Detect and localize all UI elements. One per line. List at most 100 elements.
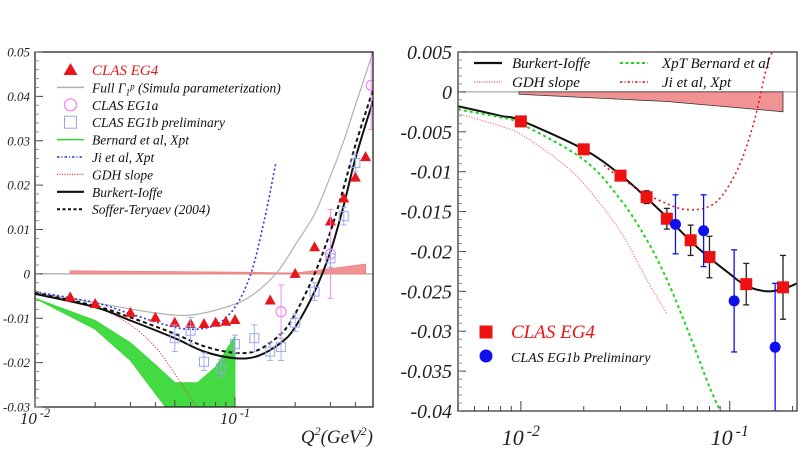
data-point-clas-eg4 — [360, 151, 372, 162]
data-point-clas-eg4 — [514, 115, 527, 128]
y-tick-label: 0.05 — [7, 45, 30, 60]
open-square-marker — [350, 157, 361, 168]
x-tick-base: 10 — [20, 409, 38, 428]
open-square-marker — [169, 333, 180, 344]
data-point-clas-eg4 — [149, 311, 161, 322]
data-point-clas-eg1b-preliminary — [290, 313, 301, 333]
triangle-marker — [149, 311, 161, 322]
data-point-clas-eg1b-preliminary — [229, 334, 240, 354]
data-point-clas-eg1b-preliminary — [350, 153, 361, 173]
curve-ji-et-al-xpt — [35, 162, 277, 331]
open-circle-marker — [275, 306, 287, 318]
y-tick-label: -0.025 — [400, 281, 452, 303]
data-point-clas-eg1b-preliminary — [728, 249, 740, 353]
data-point-clas-eg1a — [365, 52, 373, 131]
data-point-clas-eg1b-preliminary — [769, 282, 781, 411]
legend-label: XpT Bernard et al — [661, 56, 770, 72]
legend-label: Soffer-Teryaev (2004) — [92, 202, 211, 217]
legend-label-part: (Simula parameterization) — [135, 80, 282, 95]
legend-label: CLAS EG4 — [92, 63, 159, 79]
y-tick-label: 0.02 — [7, 178, 30, 193]
legend-sample-marker-square — [479, 325, 493, 339]
data-point-clas-eg4 — [309, 241, 321, 252]
left-chart: 0.050.040.030.020.010-0.01-0.02-0.03 10-… — [3, 45, 374, 448]
data-point-clas-eg4 — [703, 235, 716, 279]
open-square-marker — [265, 346, 276, 357]
data-point-clas-eg4 — [349, 171, 361, 182]
data-point-clas-eg1b-preliminary — [215, 359, 226, 378]
triangle-marker — [264, 294, 276, 305]
data-point-clas-eg4 — [229, 314, 241, 325]
y-tick-label: -0.04 — [410, 401, 452, 423]
legend-label: GDH slope — [512, 75, 580, 91]
curve-gdh-slope — [458, 112, 668, 314]
data-point-clas-eg1b-preliminary — [276, 333, 287, 361]
legend-label: CLAS EG1b preliminary — [92, 115, 225, 130]
x-axis-label-part: ) — [366, 427, 373, 448]
right-marker-legend: CLAS EG4 CLAS EG1b Preliminary — [479, 322, 651, 366]
right-legend: Burkert-Ioffe XpT Bernard et al GDH slope J… — [474, 56, 770, 91]
y-tick-label: -0.01 — [3, 311, 30, 326]
data-point-clas-eg1b-preliminary — [265, 342, 276, 361]
legend-label: CLAS EG1b Preliminary — [511, 351, 651, 366]
y-tick-label: 0.03 — [7, 133, 30, 148]
square-marker — [660, 212, 673, 225]
open-circle-icon — [63, 98, 78, 112]
open-square-marker — [215, 363, 226, 374]
legend-sample-marker-triangle — [63, 63, 78, 75]
y-tick-label: 0 — [442, 82, 452, 104]
legend-label: Ji et al, Xpt — [662, 75, 732, 91]
square-marker — [640, 191, 653, 204]
data-point-clas-eg4 — [124, 306, 136, 317]
x-tick-base: 10 — [502, 425, 524, 450]
data-point-clas-eg4 — [338, 192, 350, 203]
data-point-clas-eg1b-preliminary — [669, 194, 681, 255]
legend-label: Full Γ1p (Simula parameterization) — [91, 80, 281, 97]
triangle-marker — [169, 316, 181, 327]
open-circle-marker — [365, 79, 373, 91]
data-point-clas-eg1b-preliminary — [325, 249, 336, 268]
data-point-clas-eg4 — [777, 254, 790, 320]
legend-label: GDH slope — [92, 167, 153, 182]
data-point-clas-eg1b-preliminary — [309, 282, 320, 301]
y-tick-label: -0.02 — [410, 241, 452, 263]
triangle-marker — [220, 315, 232, 326]
y-tick-label: -0.03 — [3, 400, 31, 415]
y-tick-label: -0.03 — [410, 321, 452, 343]
data-point-clas-eg4 — [210, 316, 222, 327]
triangle-marker — [229, 314, 241, 325]
open-square-marker — [325, 253, 336, 264]
legend-label-subscript: 1 — [126, 87, 131, 97]
x-tick-exponent: -2 — [527, 423, 540, 440]
data-point-clas-eg4 — [614, 169, 627, 182]
open-square-icon — [64, 115, 77, 129]
circle-icon — [479, 349, 493, 363]
open-square-marker — [229, 338, 240, 349]
square-marker — [514, 115, 527, 128]
square-marker — [740, 278, 753, 291]
data-point-clas-eg4 — [289, 267, 301, 278]
x-axis-label-part: Q — [301, 427, 315, 448]
data-point-clas-eg1b-preliminary — [199, 352, 209, 372]
data-point-clas-eg4 — [740, 262, 753, 306]
x-tick-exponent: -1 — [736, 423, 749, 440]
right-chart: 0.005 0 -0.005 -0.01 -0.015 -0.02 -0.025 -0.03 -… — [400, 42, 798, 450]
triangle-marker — [124, 306, 136, 317]
legend-label: CLAS EG4 — [511, 322, 595, 343]
y-tick-label: -0.035 — [400, 361, 452, 383]
x-axis-label-part: (GeV — [321, 427, 363, 448]
x-axis-label-part: 2 — [361, 424, 367, 438]
open-square-marker — [338, 211, 349, 222]
left-x-axis: 10 -2 10 -1 — [20, 397, 356, 428]
square-marker — [777, 281, 790, 294]
circle-marker — [769, 341, 781, 353]
left-y-axis: 0.05 0.04 0.03 0.02 0.01 0 -0.01 -0.02 -0.03 — [3, 45, 43, 415]
curve-xpt-bernard-et-al — [458, 108, 722, 411]
legend-label: Burkert-Ioffe — [92, 185, 162, 200]
band-eg4-systematic-band — [518, 91, 784, 113]
circle-marker — [728, 295, 740, 307]
data-point-clas-eg4 — [264, 294, 276, 305]
data-point-clas-eg4 — [577, 143, 590, 156]
